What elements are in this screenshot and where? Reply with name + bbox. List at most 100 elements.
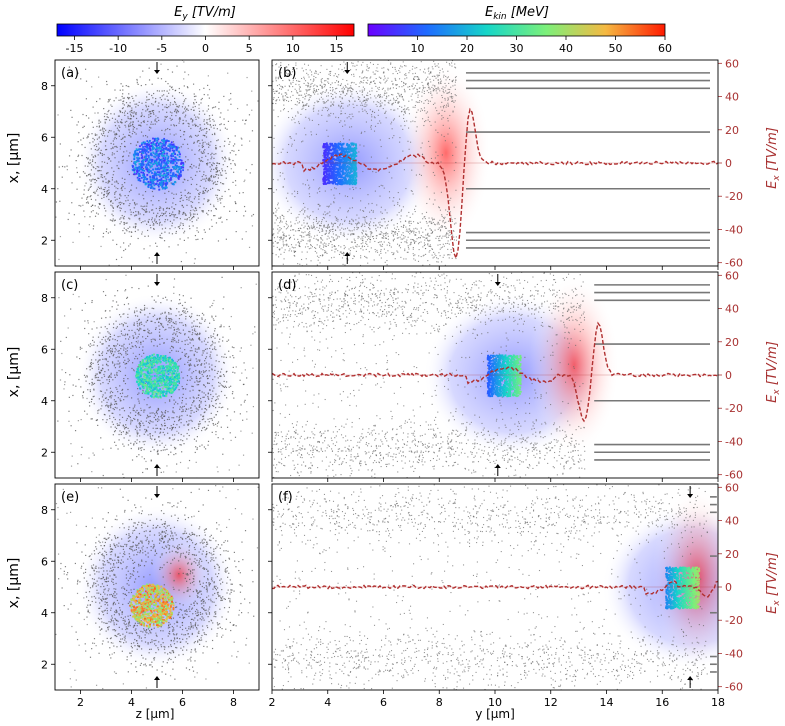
particle (404, 78, 406, 80)
core-particle (166, 158, 169, 161)
particle (340, 110, 342, 112)
particle (312, 227, 314, 229)
particle (178, 213, 180, 215)
particle (317, 259, 319, 261)
particle (116, 198, 118, 200)
particle (322, 243, 324, 245)
particle (205, 187, 208, 190)
particle (283, 226, 285, 228)
particle (149, 245, 151, 247)
particle (378, 94, 380, 96)
particle (332, 104, 335, 106)
core-particle (159, 147, 162, 150)
particle (321, 85, 323, 87)
particle (195, 238, 197, 241)
particle (434, 84, 436, 87)
particle (206, 110, 208, 112)
particle (286, 243, 288, 245)
particle (310, 71, 313, 73)
particle (285, 220, 287, 222)
particle (380, 249, 382, 251)
particle (150, 112, 152, 115)
particle (192, 215, 195, 217)
particle (367, 98, 369, 100)
particle (370, 209, 373, 211)
particle (426, 202, 428, 205)
particle (453, 206, 455, 208)
particle (339, 251, 341, 253)
particle (217, 139, 219, 141)
core-particle (167, 157, 169, 160)
particle (68, 155, 71, 157)
core-particle (177, 178, 180, 180)
particle (303, 78, 305, 80)
particle (437, 244, 439, 246)
particle (82, 137, 85, 139)
particle (424, 100, 426, 102)
particle (234, 163, 236, 165)
particle (450, 96, 452, 98)
particle (431, 94, 433, 96)
particle (277, 77, 279, 79)
particle (112, 140, 114, 142)
core-particle (134, 162, 137, 165)
particle (82, 113, 84, 116)
particle (187, 147, 189, 150)
particle (326, 107, 328, 109)
particle (165, 104, 168, 106)
particle (351, 126, 353, 128)
particle (446, 232, 448, 234)
core-particle (158, 179, 161, 181)
particle (387, 238, 389, 240)
particle (194, 174, 197, 176)
particle (171, 86, 173, 88)
particle (348, 139, 350, 141)
particle (180, 222, 182, 224)
core-particle (147, 141, 150, 144)
particle (427, 243, 429, 245)
particle (297, 191, 299, 193)
particle (370, 125, 372, 127)
particle (393, 135, 395, 137)
core-particle (175, 146, 178, 149)
particle (274, 207, 277, 209)
core-particle (140, 164, 143, 167)
particle (316, 226, 318, 228)
particle (213, 182, 215, 184)
particle (275, 254, 277, 256)
particle (61, 165, 64, 168)
particle (369, 93, 371, 96)
particle (366, 257, 368, 259)
particle (295, 80, 298, 82)
particle (331, 244, 333, 246)
particle (431, 248, 433, 250)
particle (397, 108, 399, 110)
particle (71, 202, 73, 204)
particle (84, 68, 87, 70)
particle (319, 92, 322, 94)
particle (278, 256, 280, 258)
core-particle (138, 169, 141, 172)
particle (154, 123, 156, 125)
particle (290, 225, 292, 228)
particle (313, 226, 315, 228)
particle (155, 100, 157, 102)
particle (61, 176, 63, 178)
particle (337, 220, 339, 222)
particle (447, 105, 449, 107)
particle (283, 100, 285, 102)
particle (178, 210, 180, 212)
particle (100, 152, 102, 154)
particle (382, 185, 384, 187)
particle (387, 87, 389, 89)
particle (306, 72, 308, 74)
particle (336, 237, 339, 239)
core-particle (160, 165, 163, 168)
particle (185, 97, 187, 100)
particle (131, 184, 133, 186)
particle (381, 96, 383, 98)
particle (391, 232, 393, 234)
particle (129, 209, 131, 211)
particle (301, 258, 303, 261)
particle (214, 176, 217, 178)
